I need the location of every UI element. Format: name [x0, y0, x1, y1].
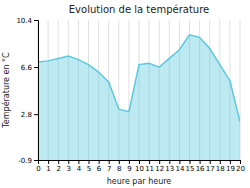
x-tick: 1	[46, 160, 50, 173]
title: Evolution de la température	[69, 4, 209, 15]
x-tick: 9	[127, 160, 131, 173]
x-tick-label: 4	[77, 165, 82, 173]
x-tick-mark	[99, 160, 100, 164]
x-tick-mark	[129, 160, 130, 164]
y-tick-label: 2.8	[21, 111, 32, 119]
x-tick-label: 8	[117, 165, 121, 173]
x-tick: 17	[206, 160, 215, 173]
x-tick: 8	[117, 160, 121, 173]
x-tick: 2	[56, 160, 60, 173]
x-tick-label: 7	[107, 165, 111, 173]
x-tick-label: 2	[56, 165, 60, 173]
y-tick: 10.4	[16, 17, 38, 25]
grid	[38, 20, 240, 160]
x-tick-mark	[119, 160, 120, 164]
x-axis: 01234567891011121314151617181920	[36, 160, 245, 173]
x-tick-mark	[109, 160, 110, 164]
y-axis-line	[34, 21, 39, 161]
x-tick: 19	[226, 160, 235, 173]
x-tick-label: 3	[67, 165, 71, 173]
x-tick-label: 19	[226, 165, 235, 173]
x-tick-mark	[179, 160, 180, 164]
x-tick: 12	[155, 160, 164, 173]
x-tick-label: 14	[175, 165, 184, 173]
y-tick-mark	[34, 160, 38, 161]
x-tick: 11	[145, 160, 154, 173]
x-tick: 0	[36, 160, 40, 173]
x-axis-line	[39, 161, 241, 165]
x-tick: 3	[67, 160, 71, 173]
y-tick: 2.8	[21, 111, 38, 119]
x-tick-label: 13	[165, 165, 174, 173]
plot-area	[38, 35, 240, 160]
x-tick-label: 20	[236, 165, 245, 173]
x-tick: 6	[97, 160, 102, 173]
y-tick-label: 6.6	[21, 64, 33, 72]
x-tick-mark	[89, 160, 90, 164]
x-tick: 16	[196, 160, 205, 173]
x-tick-mark	[240, 160, 241, 164]
x-tick-mark	[230, 160, 231, 164]
y-tick-mark	[34, 114, 38, 115]
y-tick: -0.9	[18, 157, 38, 165]
x-axis-title: heure par heure	[107, 177, 172, 186]
x-tick-label: 0	[36, 165, 40, 173]
area	[38, 35, 240, 160]
y-tick: 6.6	[21, 64, 38, 72]
x-tick-label: 17	[206, 165, 215, 173]
x-tick-mark	[200, 160, 201, 164]
x-tick: 5	[87, 160, 91, 173]
x-tick-label: 9	[127, 165, 131, 173]
x-tick-label: 1	[46, 165, 50, 173]
x-tick-mark	[159, 160, 160, 164]
x-tick-label: 15	[186, 165, 195, 173]
x-tick: 20	[236, 160, 245, 173]
x-tick-mark	[169, 160, 170, 164]
x-tick-label: 11	[145, 165, 154, 173]
x-tick: 10	[135, 160, 144, 173]
x-tick-mark	[78, 160, 79, 164]
x-tick-mark	[139, 160, 140, 164]
chart: 01234567891011121314151617181920-0.92.86…	[0, 0, 250, 188]
x-tick-label: 12	[155, 165, 164, 173]
line	[38, 35, 240, 122]
x-tick-mark	[190, 160, 191, 164]
x-tick-label: 18	[216, 165, 225, 173]
x-tick: 7	[107, 160, 111, 173]
x-tick-label: 5	[87, 165, 91, 173]
x-tick: 14	[175, 160, 184, 173]
x-tick: 18	[216, 160, 225, 173]
x-tick: 4	[77, 160, 82, 173]
x-tick-mark	[48, 160, 49, 164]
x-tick-mark	[220, 160, 221, 164]
x-tick-mark	[68, 160, 69, 164]
x-tick-label: 16	[196, 165, 205, 173]
x-tick-mark	[58, 160, 59, 164]
x-tick-label: 10	[135, 165, 144, 173]
y-tick-label: 10.4	[16, 17, 32, 25]
x-tick-label: 6	[97, 165, 102, 173]
x-tick-mark	[149, 160, 150, 164]
x-tick: 13	[165, 160, 174, 173]
y-axis: -0.9 2.8 6.6 10.4	[16, 17, 38, 165]
y-axis-title: Température en °C	[1, 52, 11, 129]
y-tick-label: -0.9	[18, 157, 32, 165]
x-tick: 15	[186, 160, 195, 173]
x-tick-mark	[210, 160, 211, 164]
y-tick-mark	[34, 67, 38, 68]
y-tick-mark	[34, 20, 38, 21]
